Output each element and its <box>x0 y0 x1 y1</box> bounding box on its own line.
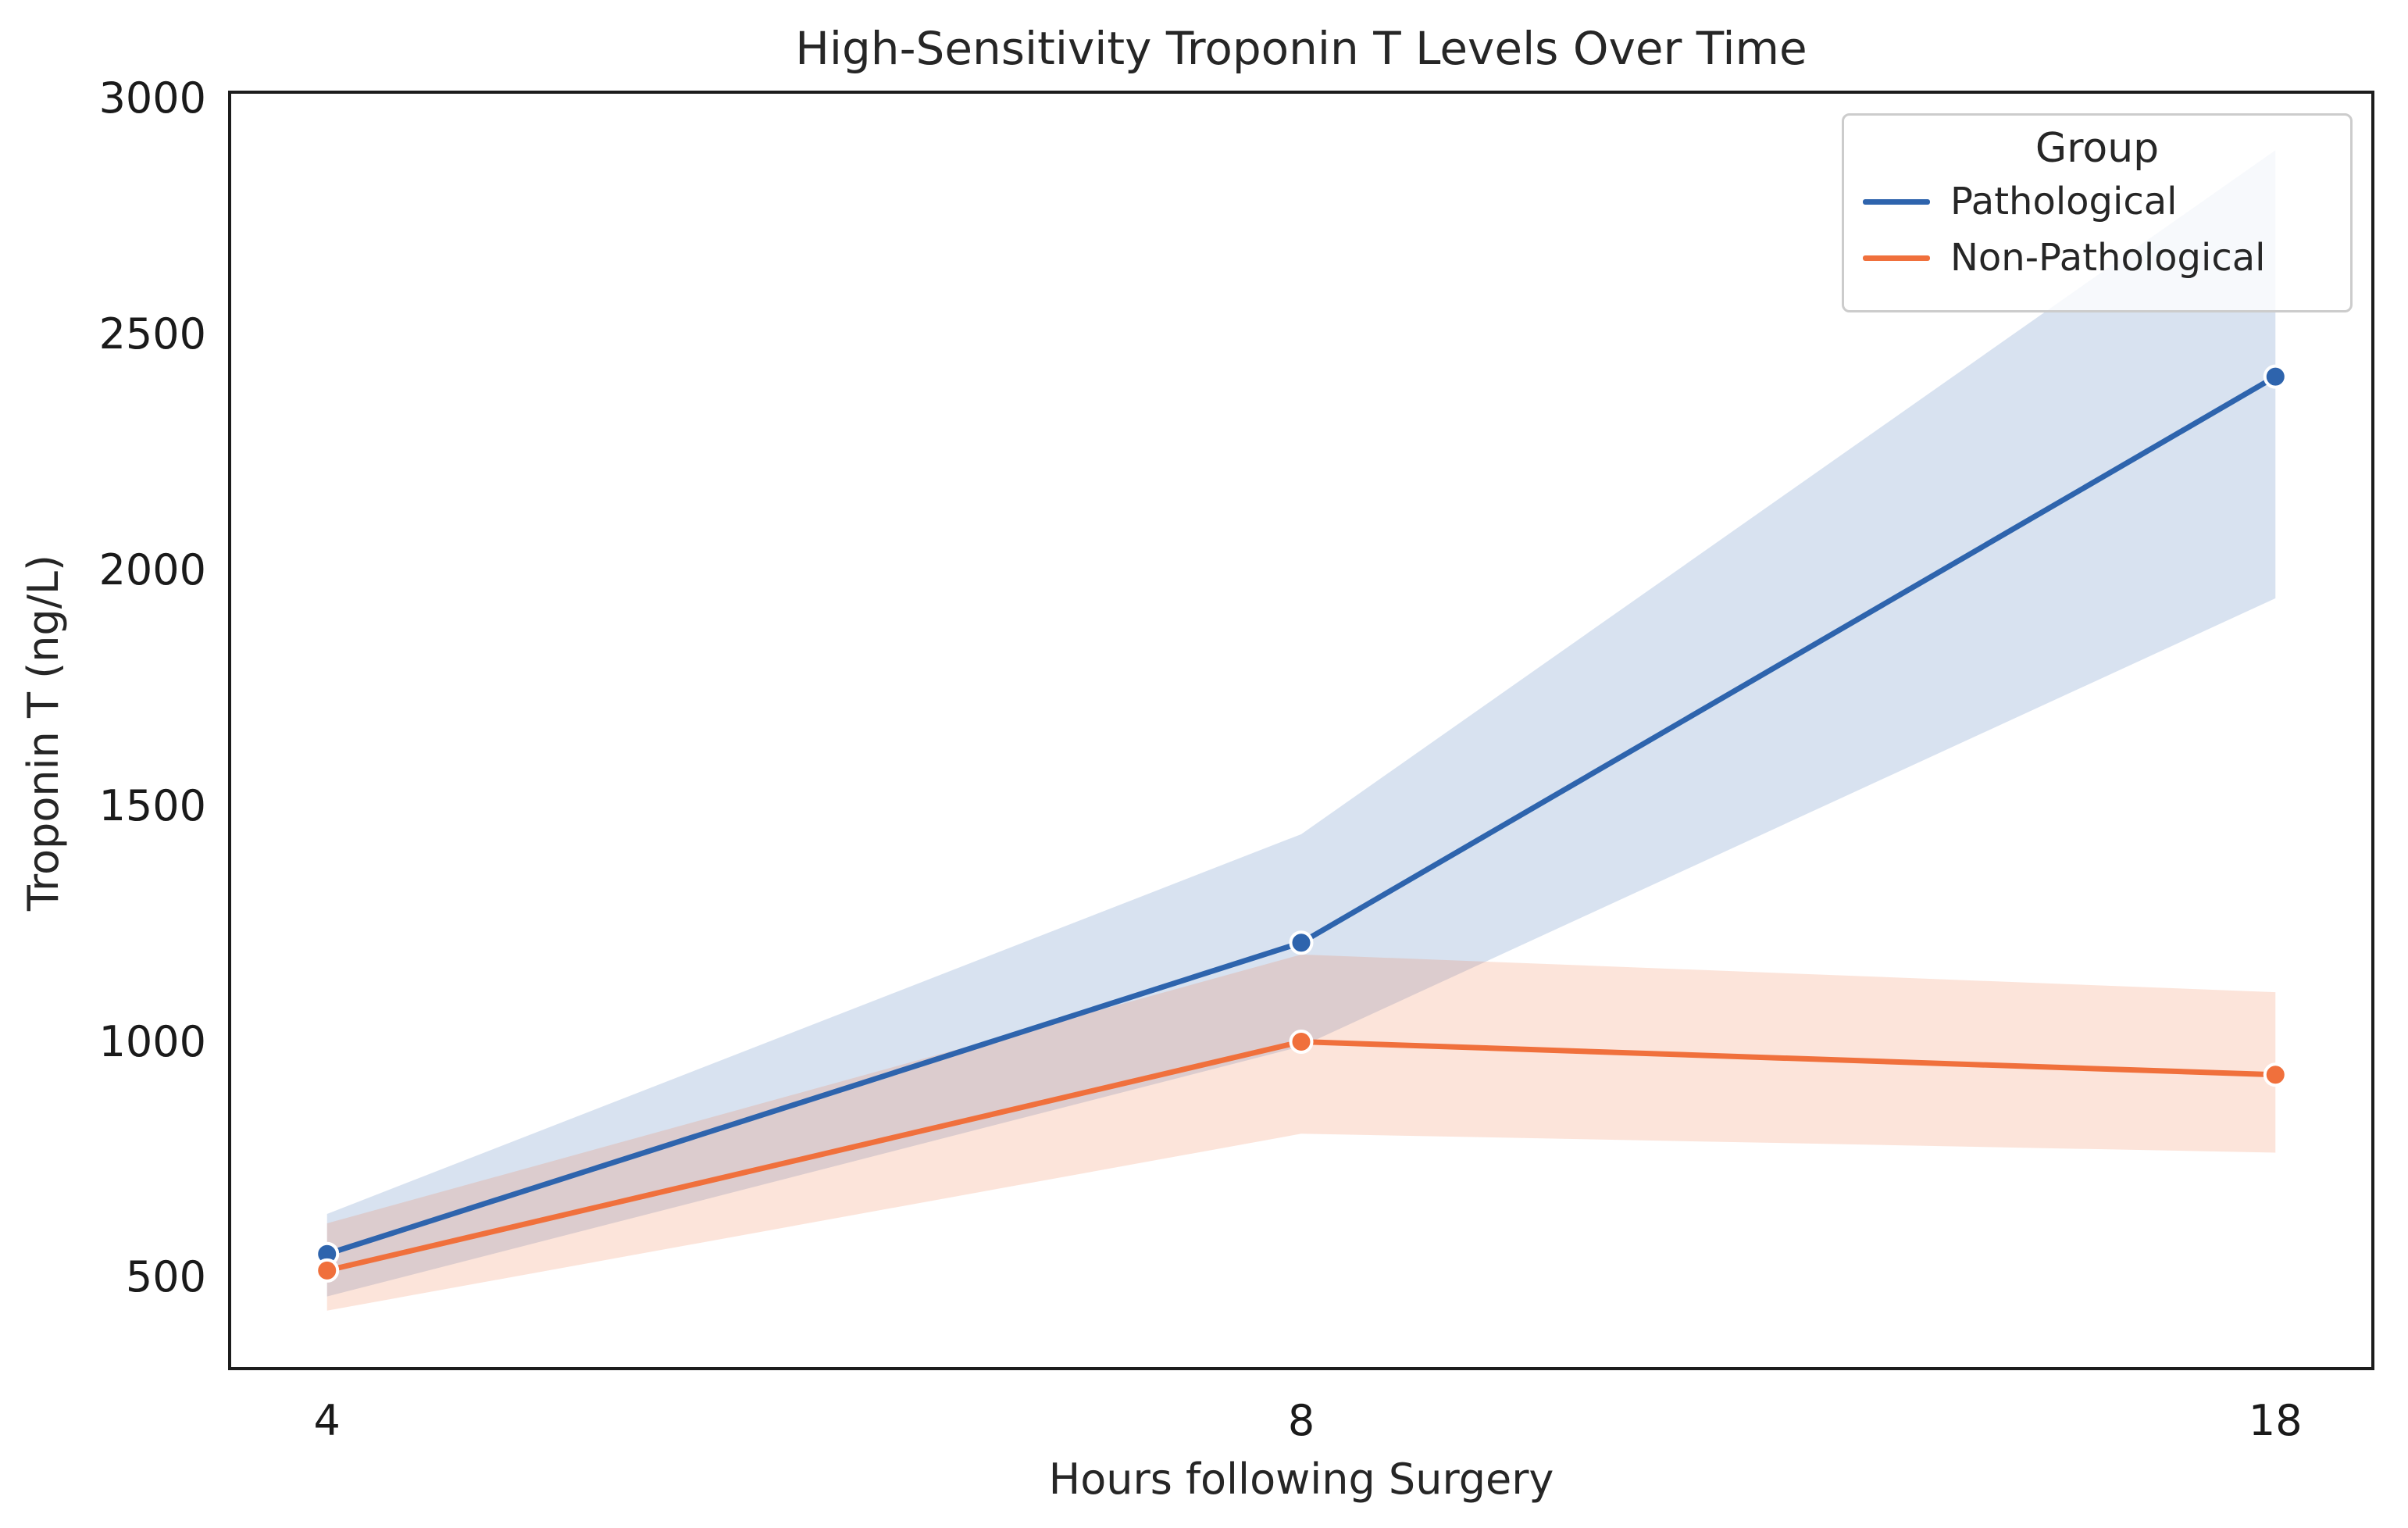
x-tick-label: 4 <box>313 1396 341 1445</box>
y-tick-label: 500 <box>125 1252 206 1302</box>
pathological-line-swatch-icon <box>1863 198 1930 205</box>
marker-non-pathological <box>315 1258 340 1283</box>
legend-box: Group Pathological Non-Pathological <box>1842 113 2353 312</box>
legend-item-pathological: Pathological <box>1863 173 2331 230</box>
legend-title: Group <box>2035 125 2160 172</box>
legend-label: Pathological <box>1950 180 2178 223</box>
marker-pathological <box>1289 930 1314 955</box>
y-tick-label: 1000 <box>98 1016 206 1066</box>
y-tick-label: 3000 <box>98 73 206 123</box>
y-tick-label: 1500 <box>98 780 206 830</box>
legend-label: Non-Pathological <box>1950 236 2266 280</box>
non-pathological-line-swatch-icon <box>1863 255 1930 261</box>
ci-band-pathological <box>326 150 2276 1297</box>
marker-non-pathological <box>2263 1062 2288 1087</box>
y-tick-label: 2500 <box>98 309 206 359</box>
ci-band-non-pathological <box>326 954 2276 1311</box>
x-tick-label: 8 <box>1287 1396 1315 1445</box>
marker-pathological <box>2263 364 2288 389</box>
x-axis-label: Hours following Surgery <box>1048 1455 1554 1504</box>
chart-title: High-Sensitivity Troponin T Levels Over … <box>795 22 1807 75</box>
y-tick-label: 2000 <box>98 544 206 594</box>
marker-non-pathological <box>1289 1030 1314 1055</box>
legend-item-non-pathological: Non-Pathological <box>1863 230 2331 286</box>
x-tick-label: 18 <box>2248 1396 2303 1445</box>
axes-spines <box>228 91 2374 1370</box>
